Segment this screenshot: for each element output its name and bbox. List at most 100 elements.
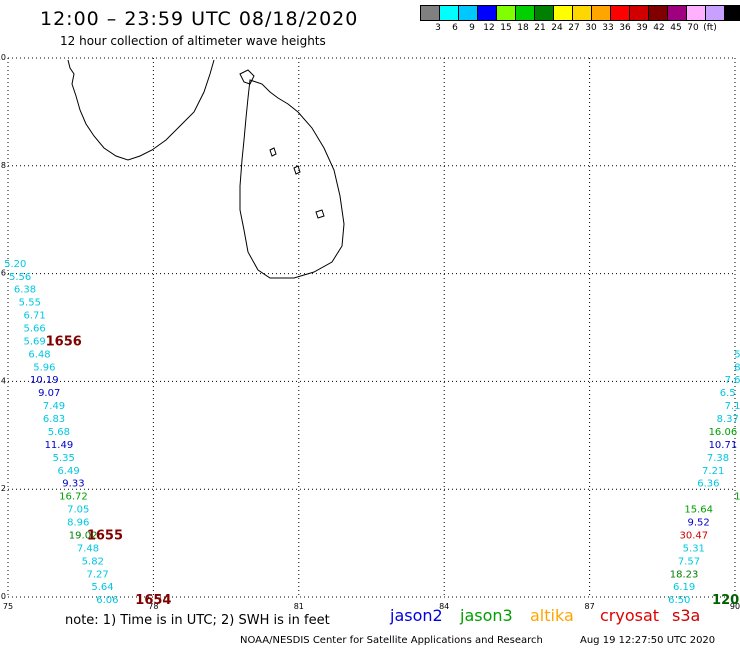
wave-height-value: 5.82 (82, 556, 104, 567)
satellite-jason3: jason3 (460, 606, 513, 625)
y-tick-label: 0 (1, 592, 6, 601)
wave-height-value: 5.68 (48, 427, 70, 438)
legend-label: 18 (517, 23, 529, 33)
wave-height-value: 7.57 (678, 556, 700, 567)
y-tick-label: 8 (1, 161, 6, 170)
wave-height-value: 7.49 (43, 401, 65, 412)
legend-swatch (724, 5, 740, 21)
wave-height-value: 7.27 (87, 569, 109, 580)
legend-label: 6 (452, 23, 458, 33)
jaffna-peninsula (239, 69, 255, 85)
legend-swatches (420, 5, 740, 21)
satellite-cryosat: cryosat (600, 606, 660, 625)
wave-height-value: 6.48 (28, 349, 50, 360)
wave-height-value: 6.71 (24, 311, 46, 322)
wave-height-value: 5.66 (24, 324, 46, 335)
pass-time-label: 1655 (87, 528, 123, 543)
y-tick-label: 10 (0, 53, 6, 62)
pass-time-label: 1654 (135, 593, 171, 608)
wave-height-value: 7.38 (707, 453, 729, 464)
generated-timestamp: Aug 19 12:27:50 UTC 2020 (580, 635, 716, 646)
wave-height-value: 5.31 (683, 543, 705, 554)
coastline (67, 59, 345, 279)
map-subtitle: 12 hour collection of altimeter wave hei… (60, 34, 326, 48)
pass-time-label: 1656 (46, 334, 82, 349)
pass-time-label: 1201 (712, 593, 740, 608)
wave-height-value: 30.47 (679, 530, 708, 541)
wave-height-value: 8.96 (67, 518, 89, 529)
wave-height-value: 11.49 (45, 440, 74, 451)
wave-height-value: 5.96 (33, 362, 55, 373)
y-tick-label: 4 (1, 376, 6, 385)
wave-height-value: 9.52 (688, 518, 710, 529)
credit-line: NOAA/NESDIS Center for Satellite Applica… (240, 635, 543, 646)
x-tick-label: 75 (3, 602, 13, 611)
legend-label: 30 (585, 23, 597, 33)
legend-label: 9 (469, 23, 475, 33)
legend-label: 45 (670, 23, 682, 33)
wave-height-value: 5.69 (24, 336, 46, 347)
map-title: 12:00 – 23:59 UTC 08/18/2020 (40, 8, 359, 30)
legend-label: 39 (636, 23, 648, 33)
observation-labels: 5.20 5.56 6.38 5.55 6.71 5.665.69 6.48 5.96 10.1… (4, 259, 740, 606)
satellite-jason2: jason2 (390, 606, 443, 625)
legend-label: 24 (551, 23, 563, 33)
wave-height-value: 5.35 (53, 453, 75, 464)
legend-label: 15 (500, 23, 512, 33)
map-grid: 7578818487900246810 (0, 53, 740, 611)
satellite-altika: altika (530, 606, 574, 625)
wave-height-value: 10.19 (30, 375, 59, 386)
wave-height-value: 10.71 (709, 440, 738, 451)
wave-height-value: 1 (734, 492, 740, 503)
wave-height-value: 6.5 (720, 388, 736, 399)
wave-height-value: 6.83 (43, 414, 65, 425)
island-2 (315, 209, 325, 219)
x-tick-label: 84 (439, 602, 449, 611)
wave-height-value: 5.55 (19, 298, 41, 309)
wave-height-value: 5.64 (91, 582, 113, 593)
x-tick-label: 78 (148, 602, 158, 611)
wave-height-value: 7.6 (725, 375, 740, 386)
y-tick-label: 6 (1, 269, 6, 278)
wave-height-value: 8.37 (717, 414, 739, 425)
legend-labels: 3 6 9 12 15 18 21 24 27 30 33 36 39 42 45 70 (ft) (421, 21, 740, 35)
legend-label: 27 (568, 23, 580, 33)
wave-height-value: 6.19 (673, 582, 695, 593)
legend-label: (ft) (703, 23, 717, 33)
legend-label: 3 (435, 23, 441, 33)
wave-height-value: 6.06 (96, 595, 118, 606)
wave-height-value: 19.02 (69, 530, 98, 541)
wave-height-value: 15.64 (684, 505, 713, 516)
wave-height-value: 18.23 (670, 569, 699, 580)
legend-label: 70 (687, 23, 699, 33)
wave-height-value: 7.05 (67, 505, 89, 516)
wave-height-value: 7.1 (725, 401, 740, 412)
island-3 (293, 165, 301, 175)
wave-height-value: 5.56 (9, 272, 31, 283)
legend-label: 12 (483, 23, 495, 33)
wave-height-value: 6.38 (14, 285, 36, 296)
wave-height-value: 6.36 (697, 479, 719, 490)
color-legend: 3 6 9 12 15 18 21 24 27 30 33 36 39 42 45 70 (ft) (420, 5, 740, 35)
legend-label: 36 (619, 23, 631, 33)
sri-lanka-coastline (239, 79, 345, 279)
wave-height-value: 7.21 (702, 466, 724, 477)
legend-label: 21 (534, 23, 546, 33)
units-note: note: 1) Time is in UTC; 2) SWH is in fe… (65, 613, 330, 628)
wave-height-value: 7.48 (77, 543, 99, 554)
time-labels: 1656 1655 1654 1201 (46, 334, 740, 608)
wave-height-value: 16.06 (709, 427, 738, 438)
legend-label: 33 (602, 23, 614, 33)
satellite-s3a: s3a (672, 606, 701, 625)
island-1 (269, 147, 277, 157)
wave-height-value: 5.20 (4, 259, 26, 270)
wave-height-value: 5 (734, 349, 740, 360)
wave-height-value: 16.72 (59, 492, 88, 503)
wave-height-value: 9.33 (62, 479, 84, 490)
x-tick-label: 90 (730, 602, 740, 611)
wave-height-value: 8 (734, 362, 740, 373)
wave-height-value: 6.49 (57, 466, 79, 477)
wave-height-value: 9.07 (38, 388, 60, 399)
y-tick-label: 2 (1, 484, 6, 493)
